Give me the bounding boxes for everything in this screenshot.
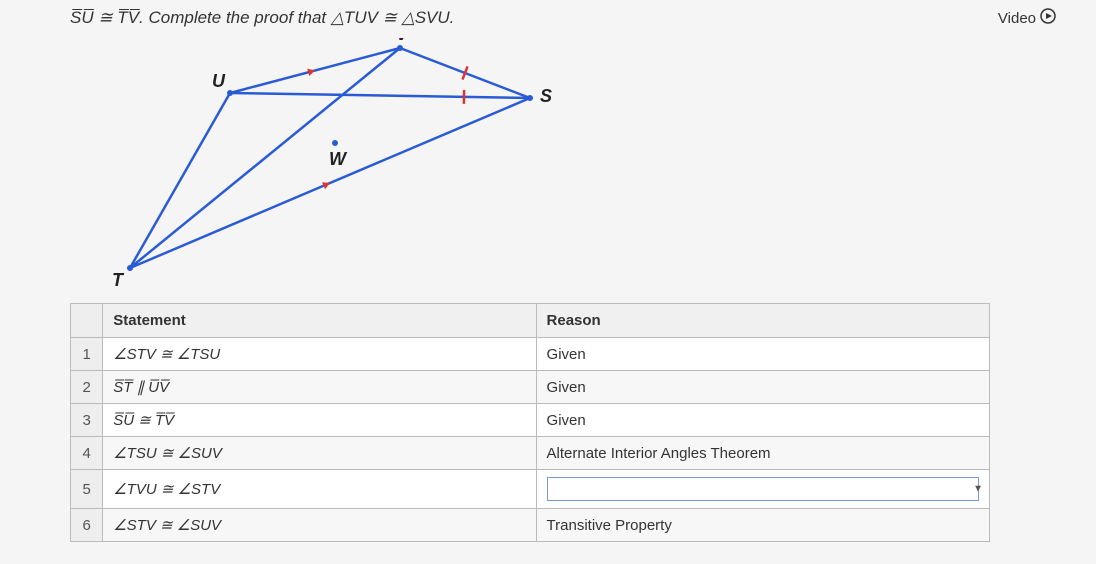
statement-cell: S̅T̅ ∥ U̅V̅ [103,371,536,404]
diagram-svg: T U V S W [110,38,570,288]
header-row: S̅U̅ ≅ T̅V̅. Complete the proof that △TU… [70,8,1056,34]
table-row: 3S̅U̅ ≅ T̅V̅Given [71,404,990,437]
statement-cell: ∠STV ≅ ∠SUV [103,509,536,542]
video-label: Video [998,10,1036,27]
reason-cell: Transitive Property [536,509,989,542]
table-row: 6∠STV ≅ ∠SUVTransitive Property [71,509,990,542]
row-number: 4 [71,437,103,470]
svg-text:V: V [396,38,410,44]
reason-cell: Given [536,371,989,404]
reason-cell: Given [536,338,989,371]
row-number: 5 [71,470,103,509]
svg-text:T: T [112,270,125,288]
svg-text:S: S [540,86,552,106]
row-number: 1 [71,338,103,371]
table-row: 1∠STV ≅ ∠TSUGiven [71,338,990,371]
reason-cell: ▼ [536,470,989,509]
problem-prompt: S̅U̅ ≅ T̅V̅. Complete the proof that △TU… [70,8,454,28]
row-number: 2 [71,371,103,404]
statement-cell: ∠TSU ≅ ∠SUV [103,437,536,470]
statement-cell: ∠TVU ≅ ∠STV [103,470,536,509]
table-row: 5∠TVU ≅ ∠STV▼ [71,470,990,509]
col-num-header [71,304,103,338]
play-icon [1040,8,1056,28]
table-header-row: Statement Reason [71,304,990,338]
reason-cell: Alternate Interior Angles Theorem [536,437,989,470]
svg-text:W: W [329,149,348,169]
statement-cell: S̅U̅ ≅ T̅V̅ [103,404,536,437]
proof-table: Statement Reason 1∠STV ≅ ∠TSUGiven2S̅T̅ … [70,303,990,542]
col-statement-header: Statement [103,304,536,338]
proof-table-body: 1∠STV ≅ ∠TSUGiven2S̅T̅ ∥ U̅V̅Given3S̅U̅ … [71,338,990,542]
statement-cell: ∠STV ≅ ∠TSU [103,338,536,371]
table-row: 4∠TSU ≅ ∠SUVAlternate Interior Angles Th… [71,437,990,470]
table-row: 2S̅T̅ ∥ U̅V̅Given [71,371,990,404]
row-number: 6 [71,509,103,542]
col-reason-header: Reason [536,304,989,338]
reason-cell: Given [536,404,989,437]
reason-input[interactable] [547,477,979,501]
svg-text:U: U [212,71,226,91]
video-link[interactable]: Video [998,8,1056,28]
geometry-diagram: T U V S W [110,38,1056,293]
proof-page: S̅U̅ ≅ T̅V̅. Complete the proof that △TU… [0,0,1096,542]
row-number: 3 [71,404,103,437]
